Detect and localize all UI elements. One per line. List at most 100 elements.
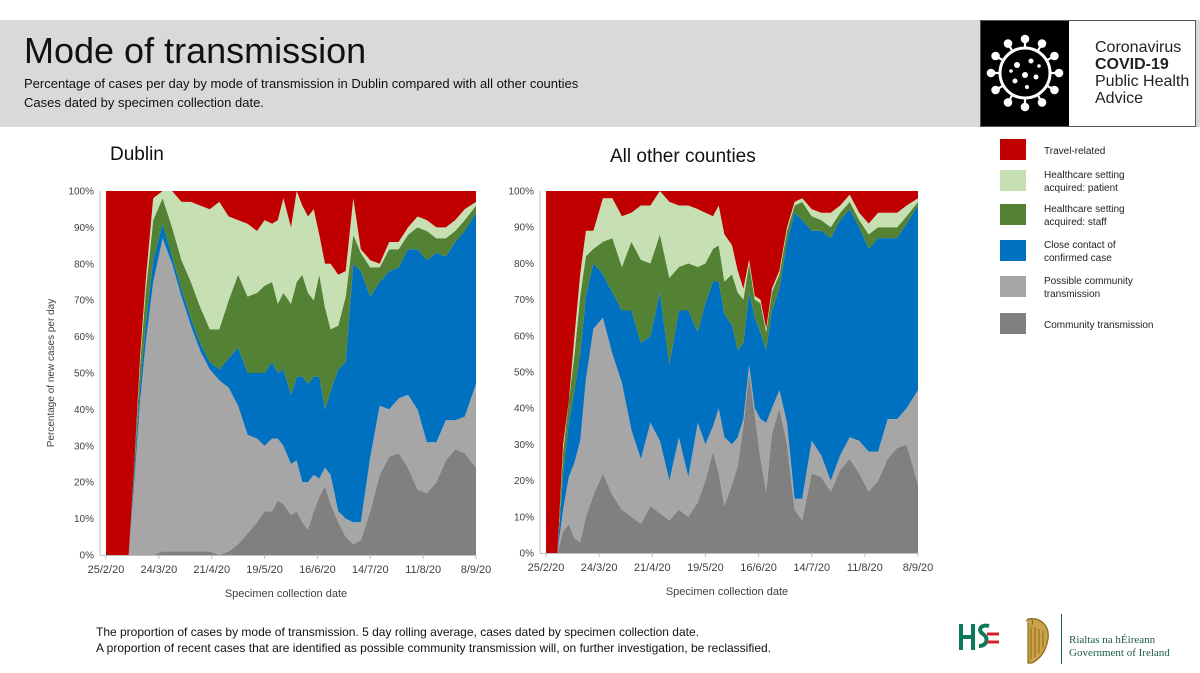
- y-tick-label: 90%: [514, 223, 534, 234]
- x-tick-label: 14/7/20: [352, 564, 389, 576]
- legend-swatch-community: [1000, 313, 1026, 334]
- virus-icon: [981, 21, 1069, 126]
- gov-divider: [1061, 614, 1062, 664]
- legend-label-hc-patient: Healthcare setting acquired: patient: [1044, 170, 1125, 194]
- logo-line-coronavirus: Coronavirus: [1095, 39, 1182, 56]
- x-tick-label: 11/8/20: [405, 564, 441, 576]
- virus-spike-tip: [1050, 51, 1059, 61]
- area-series-possible-community-transmission: [546, 317, 918, 553]
- y-tick-label: 50%: [514, 368, 534, 379]
- area-series-travel-related: [106, 191, 476, 555]
- virus-spike-tip: [991, 85, 1000, 95]
- legend-swatch-hc-patient: [1000, 170, 1026, 191]
- x-tick-label: 21/4/20: [634, 562, 671, 574]
- y-tick-label: 100%: [508, 187, 534, 198]
- y-tick-label: 0%: [520, 549, 535, 560]
- y-tick-label: 70%: [514, 295, 534, 306]
- legend-swatch-possible-community: [1000, 276, 1026, 297]
- x-tick-label: 16/6/20: [740, 562, 777, 574]
- logo-line-public-health: Public Health: [1095, 73, 1190, 90]
- legend-swatch-close-contact: [1000, 240, 1026, 261]
- covid-advice-logo: Coronavirus COVID-19 Public Health Advic…: [980, 20, 1196, 127]
- y-tick-label: 10%: [514, 512, 534, 523]
- y-tick-label: 30%: [514, 440, 534, 451]
- area-series-close-contact-of-confirmed-case: [106, 212, 476, 556]
- legend-label-community: Community transmission: [1044, 320, 1154, 331]
- area-series-healthcare-setting-acquired-patient: [546, 191, 918, 553]
- y-axis-label: Percentage of new cases per day: [46, 299, 57, 447]
- gov-line-english: Government of Ireland: [1069, 647, 1170, 659]
- area-series-healthcare-setting-acquired-staff: [546, 201, 918, 553]
- government-of-ireland-text: Rialtas na hÉireann Government of Irelan…: [1069, 634, 1170, 660]
- harp-emblem-icon: [1020, 615, 1054, 672]
- page-title: Mode of transmission: [24, 30, 367, 71]
- logo-text: Coronavirus COVID-19 Public Health Advic…: [1095, 39, 1189, 107]
- y-tick-label: 100%: [68, 187, 94, 198]
- x-axis-label: Specimen collection date: [666, 586, 788, 598]
- area-series-healthcare-setting-acquired-patient: [106, 191, 476, 555]
- area-series-close-contact-of-confirmed-case: [546, 205, 918, 553]
- legend-swatch-travel: [1000, 139, 1026, 160]
- logo-line-advice: Advice: [1095, 90, 1144, 107]
- virus-spike-tip: [1037, 98, 1047, 107]
- legend-label-hc-staff: Healthcare setting acquired: staff: [1044, 204, 1125, 228]
- virus-spike-tip: [1003, 39, 1013, 48]
- x-tick-label: 19/5/20: [687, 562, 724, 574]
- y-tick-label: 40%: [514, 404, 534, 415]
- x-tick-label: 8/9/20: [461, 564, 492, 576]
- hse-logo: [957, 620, 1001, 659]
- y-tick-label: 20%: [514, 476, 534, 487]
- legend-swatch-hc-staff: [1000, 204, 1026, 225]
- chart-title-dublin: Dublin: [110, 144, 164, 165]
- y-tick-label: 0%: [80, 551, 95, 562]
- area-series-possible-community-transmission: [106, 238, 476, 556]
- y-tick-label: 90%: [74, 223, 94, 234]
- y-tick-label: 40%: [74, 405, 94, 416]
- page-subtitle-line2: Cases dated by specimen collection date.: [24, 95, 264, 110]
- virus-spike-tip: [1003, 98, 1013, 107]
- page-subtitle-line1: Percentage of cases per day by mode of t…: [24, 76, 579, 91]
- x-axis-label: Specimen collection date: [225, 588, 347, 600]
- x-tick-label: 24/3/20: [141, 564, 178, 576]
- y-tick-label: 80%: [74, 259, 94, 270]
- virus-spike-tip: [1020, 34, 1030, 44]
- y-tick-label: 60%: [74, 332, 94, 343]
- area-series-travel-related: [546, 191, 918, 553]
- footnote-line2: A proportion of recent cases that are id…: [96, 641, 771, 655]
- virus-spike-tip: [1054, 68, 1064, 78]
- y-tick-label: 60%: [514, 331, 534, 342]
- y-tick-label: 10%: [74, 514, 94, 525]
- virus-spike-tip: [1050, 85, 1059, 95]
- logo-line-covid19: COVID-19: [1095, 56, 1169, 73]
- y-tick-label: 50%: [74, 369, 94, 380]
- chart-title-other-counties: All other counties: [610, 146, 756, 167]
- chart-dublin: 0% 10% 20% 30% 40% 50% 60% 70% 80% 90% 100% 25/2/20…: [46, 187, 491, 601]
- footnote-line1: The proportion of cases by mode of trans…: [96, 625, 699, 639]
- gov-line-irish: Rialtas na hÉireann: [1069, 634, 1156, 646]
- legend-label-possible-community: Possible community transmission: [1044, 276, 1133, 300]
- area-series-community-transmission: [546, 372, 918, 553]
- area-series-community-transmission: [106, 449, 476, 555]
- virus-spike-tip: [1037, 39, 1047, 48]
- x-tick-label: 24/3/20: [581, 562, 618, 574]
- virus-spike-tip: [986, 68, 996, 78]
- x-tick-label: 14/7/20: [793, 562, 830, 574]
- area-series-healthcare-setting-acquired-staff: [106, 198, 476, 556]
- virus-spike-tip: [991, 51, 1000, 61]
- x-tick-label: 25/2/20: [528, 562, 565, 574]
- virus-spike-tip: [1020, 102, 1030, 112]
- x-tick-label: 16/6/20: [299, 564, 336, 576]
- x-tick-label: 21/4/20: [193, 564, 230, 576]
- x-tick-label: 19/5/20: [246, 564, 283, 576]
- legend-label-close-contact: Close contact of confirmed case: [1044, 240, 1116, 264]
- x-tick-label: 25/2/20: [88, 564, 125, 576]
- y-tick-label: 70%: [74, 296, 94, 307]
- y-tick-label: 20%: [74, 478, 94, 489]
- x-tick-label: 8/9/20: [903, 562, 934, 574]
- y-tick-label: 80%: [514, 259, 534, 270]
- x-tick-label: 11/8/20: [847, 562, 883, 574]
- legend-label-travel: Travel-related: [1044, 146, 1106, 157]
- footnote: The proportion of cases by mode of trans…: [96, 624, 771, 656]
- y-tick-label: 30%: [74, 441, 94, 452]
